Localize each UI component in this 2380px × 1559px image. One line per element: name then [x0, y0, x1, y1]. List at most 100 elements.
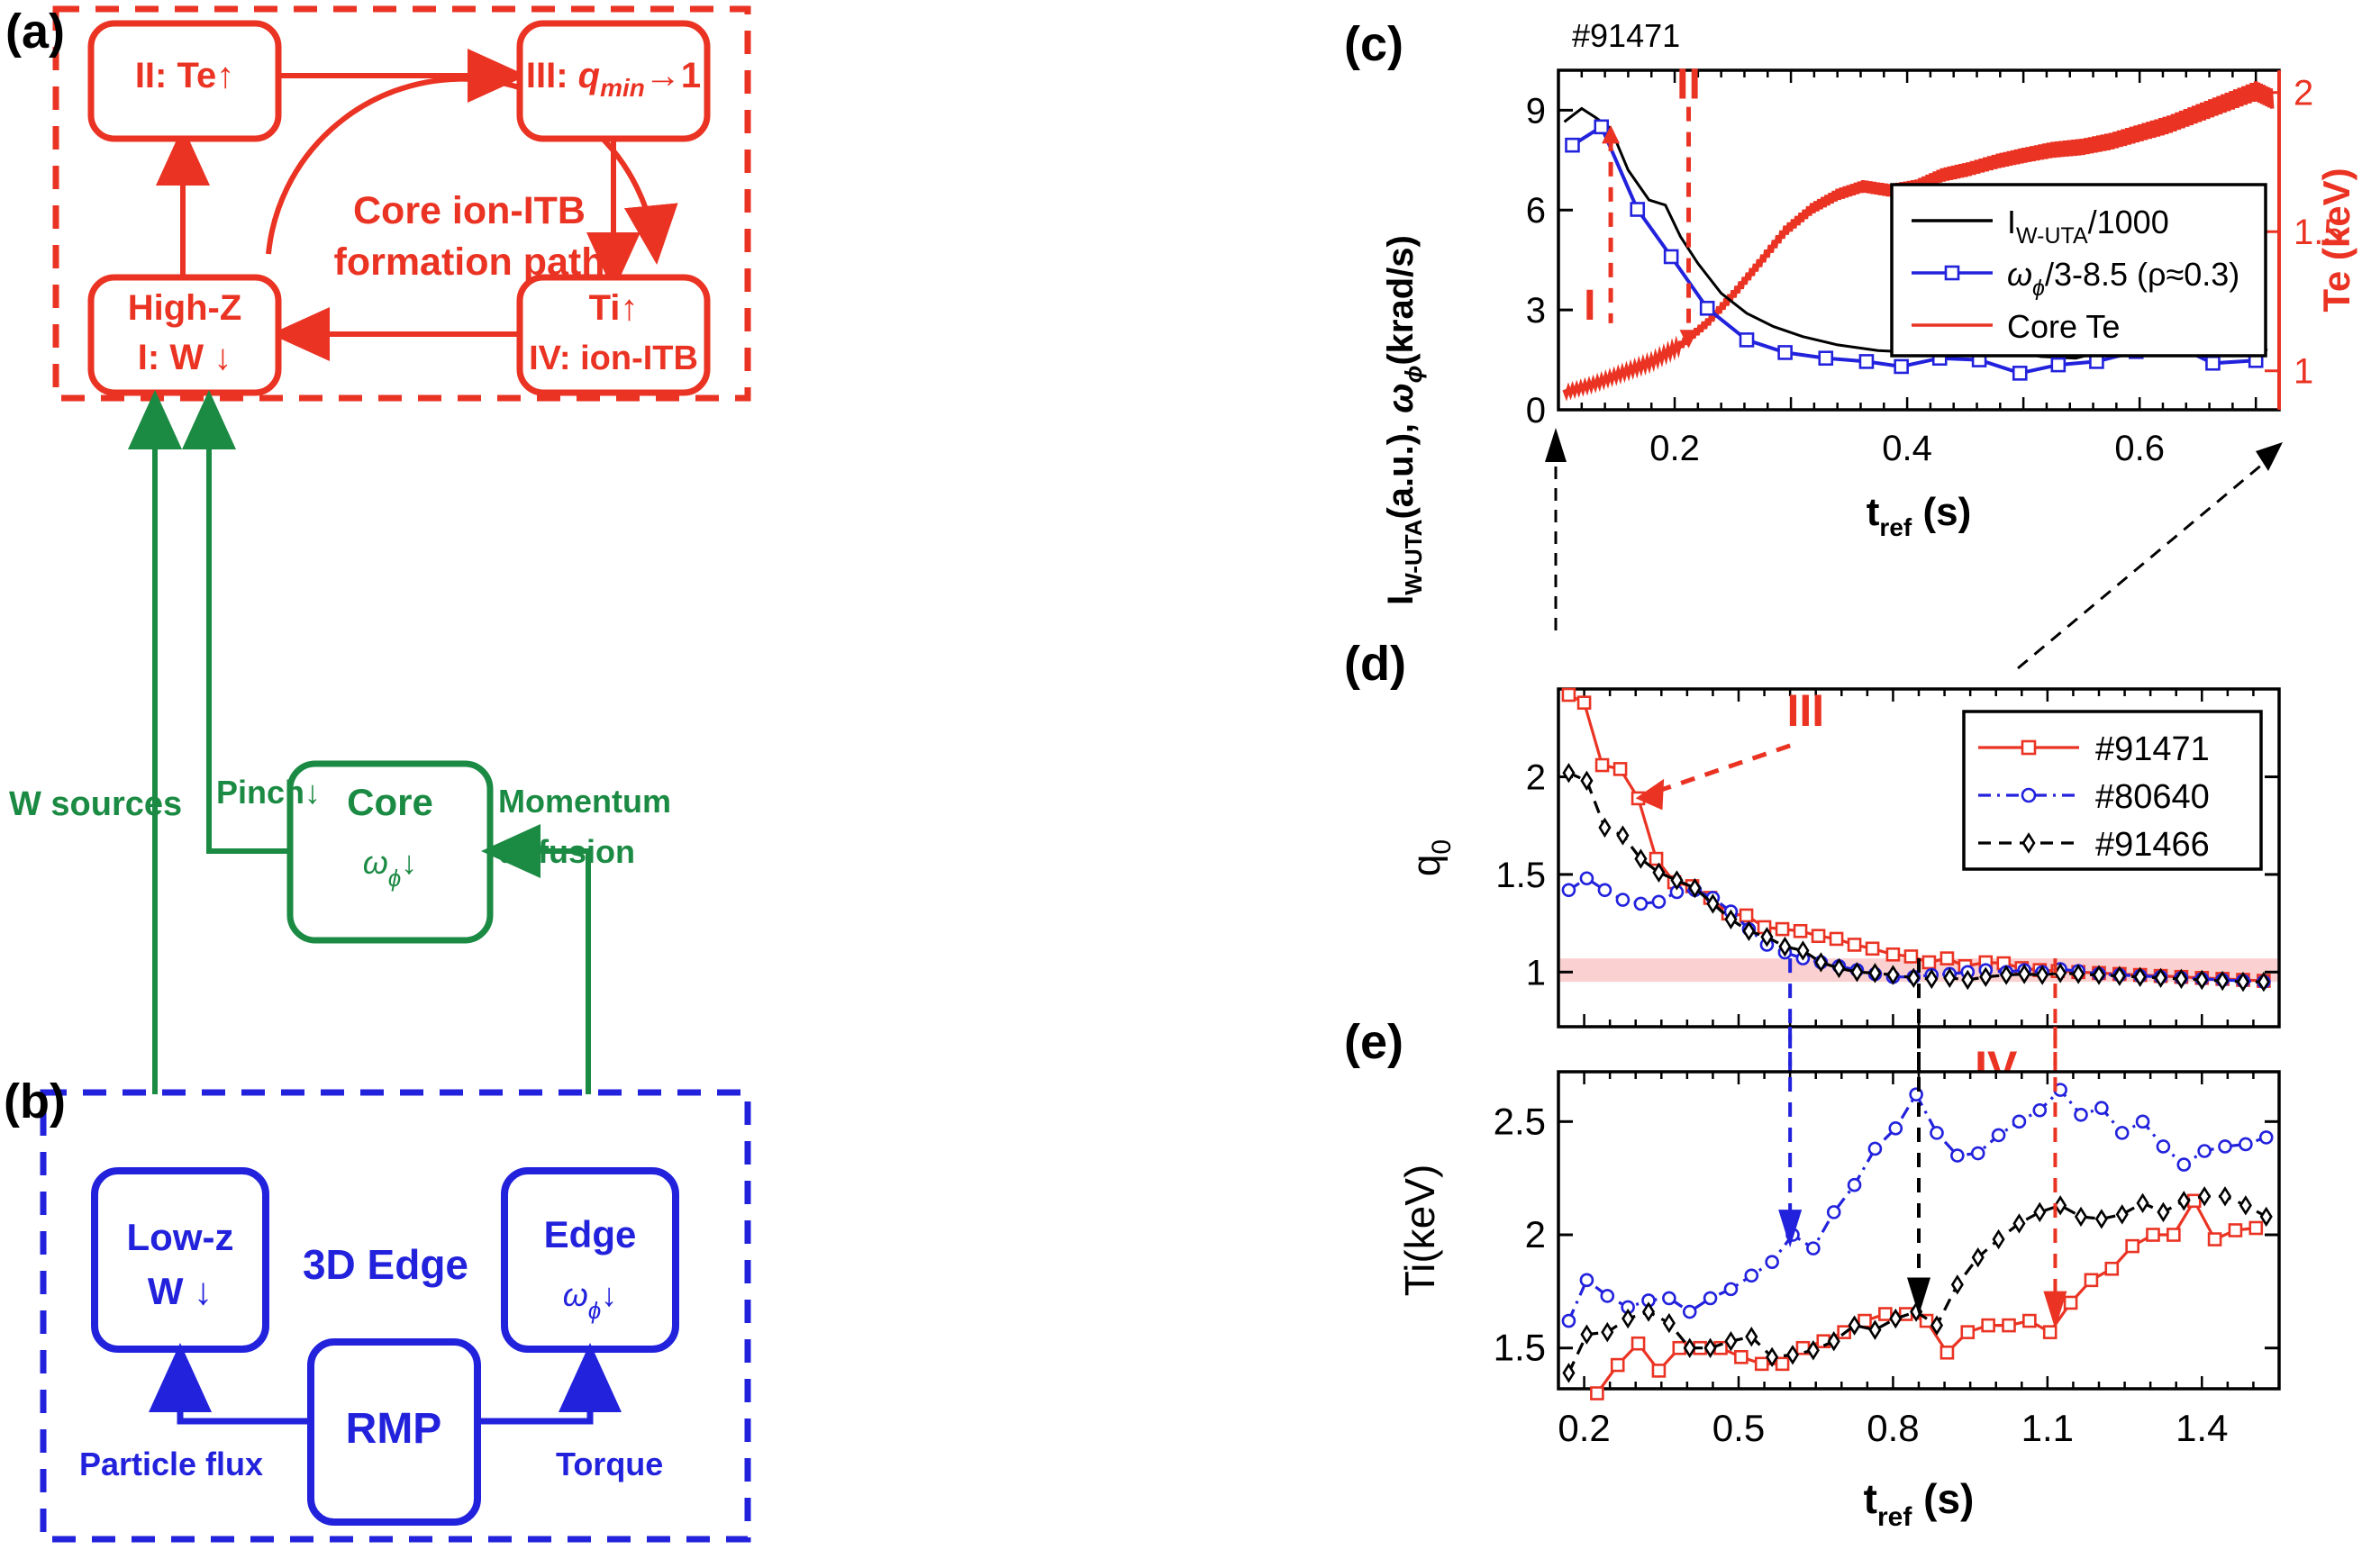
arrow-momentum-diffusion — [481, 824, 591, 1094]
data-marker — [1778, 936, 1792, 957]
data-marker — [1765, 1255, 1779, 1269]
data-marker — [1785, 1345, 1800, 1365]
data-marker — [2195, 969, 2209, 991]
y-tick-label-right: 1 — [2294, 352, 2313, 392]
y-tick-label: 1.5 — [1495, 856, 1546, 895]
zoom-connector-right-arrow — [2256, 442, 2283, 471]
data-marker — [2072, 964, 2085, 984]
data-marker — [1601, 1321, 1614, 1343]
label-3d-edge: 3D Edge — [303, 1241, 468, 1288]
box-te — [87, 20, 282, 142]
zoom-connector-left-arrow — [1545, 428, 1567, 462]
panel-c-letter: (c) — [1344, 17, 1403, 71]
arc-label-line1: Core ion-ITB — [353, 189, 586, 232]
data-marker — [1594, 757, 1610, 773]
data-marker — [1992, 1228, 2005, 1250]
data-marker — [1944, 265, 1960, 281]
box-lowz-line2: W ↓ — [148, 1270, 213, 1312]
data-marker — [2104, 1261, 2120, 1276]
data-marker — [1734, 1350, 1749, 1364]
data-marker — [1777, 345, 1793, 360]
arrow-torque — [477, 1343, 622, 1425]
x-tick-label: 0.2 — [1649, 429, 1700, 468]
data-marker — [1867, 1141, 1883, 1156]
data-marker — [2258, 1130, 2274, 1145]
data-marker — [1981, 1318, 1995, 1333]
panel-a-letter: (a) — [5, 5, 65, 59]
data-marker — [2033, 1201, 2047, 1223]
data-marker — [1641, 1301, 1656, 1322]
data-marker — [2094, 1209, 2108, 1229]
data-marker — [2167, 1228, 2181, 1242]
data-marker — [1868, 963, 1882, 983]
data-marker — [1961, 969, 1975, 991]
data-marker — [2021, 832, 2036, 854]
box-highz-line1: High-Z — [128, 288, 242, 328]
box-qmin-target: 1 — [681, 56, 701, 95]
y-tick-label-left: 6 — [1526, 191, 1546, 231]
data-marker — [1868, 1319, 1882, 1340]
box-ti-line1: Ti↑ — [589, 288, 639, 328]
label-momentum: Momentum — [498, 783, 671, 820]
data-marker — [1885, 947, 1901, 962]
data-marker — [1858, 1313, 1872, 1328]
data-marker — [1754, 1356, 1769, 1372]
data-marker — [1662, 1291, 1676, 1306]
data-marker — [1858, 354, 1875, 369]
data-marker — [1950, 1274, 1964, 1295]
panel-e-ylabel: Ti(keV) — [1396, 1165, 1443, 1297]
data-marker — [2248, 1220, 2264, 1236]
label-pinch: Pinch↓ — [216, 774, 321, 811]
data-marker — [1930, 1315, 1944, 1336]
data-marker — [1594, 119, 1610, 135]
data-marker — [1742, 920, 1756, 942]
data-marker — [1590, 1386, 1604, 1400]
data-marker — [2000, 965, 2013, 985]
data-marker — [1598, 817, 1612, 838]
data-marker — [2198, 1186, 2212, 1207]
data-marker — [1894, 358, 1909, 375]
y-tick-label-left: 0 — [1526, 391, 1546, 431]
data-marker — [2207, 1232, 2222, 1246]
data-marker — [1796, 940, 1810, 961]
data-marker — [2115, 1204, 2129, 1225]
data-marker — [2177, 1191, 2191, 1211]
data-marker — [1630, 202, 1646, 217]
data-marker — [1766, 1346, 1779, 1368]
data-marker — [2032, 1102, 2048, 1118]
annot-label-II: II — [1676, 61, 1701, 109]
data-marker — [2135, 1114, 2150, 1129]
annot-II-arrowhead — [1679, 330, 1698, 349]
legend-label: #91466 — [2095, 826, 2210, 864]
annot-I-arrowhead — [1602, 124, 1621, 144]
data-marker — [1724, 1330, 1738, 1352]
data-marker — [1561, 687, 1576, 702]
data-marker — [1561, 1313, 1576, 1328]
box-core-phi-sym: ϕ — [388, 865, 401, 892]
data-marker — [2114, 1126, 2130, 1140]
data-marker — [2136, 1192, 2149, 1214]
x-tick-label: 0.8 — [1867, 1407, 1919, 1449]
data-marker — [2259, 1206, 2273, 1228]
data-marker — [1878, 1307, 1893, 1321]
box-core-down: ↓ — [401, 844, 417, 881]
vline-e-arrow-2 — [2043, 1291, 2067, 1329]
data-marker — [1612, 762, 1628, 776]
data-marker — [1832, 957, 1846, 979]
data-marker — [1826, 1205, 1841, 1219]
data-marker — [1580, 770, 1594, 792]
data-marker — [2012, 1213, 2026, 1234]
data-marker — [1950, 1148, 1965, 1163]
box-ti-line2: IV: ion-ITB — [529, 340, 698, 377]
data-marker — [2205, 355, 2221, 371]
data-marker — [2084, 1273, 2099, 1288]
data-marker — [1850, 962, 1864, 983]
series-91466 — [1567, 1194, 2267, 1374]
annot-label-III: III — [1786, 685, 1824, 736]
data-marker — [2239, 1137, 2253, 1152]
y-tick-label: 1 — [1526, 953, 1546, 993]
data-marker — [1739, 908, 1754, 923]
data-marker — [1827, 1330, 1840, 1352]
data-marker — [2063, 1295, 2078, 1310]
data-marker — [1562, 1363, 1576, 1383]
